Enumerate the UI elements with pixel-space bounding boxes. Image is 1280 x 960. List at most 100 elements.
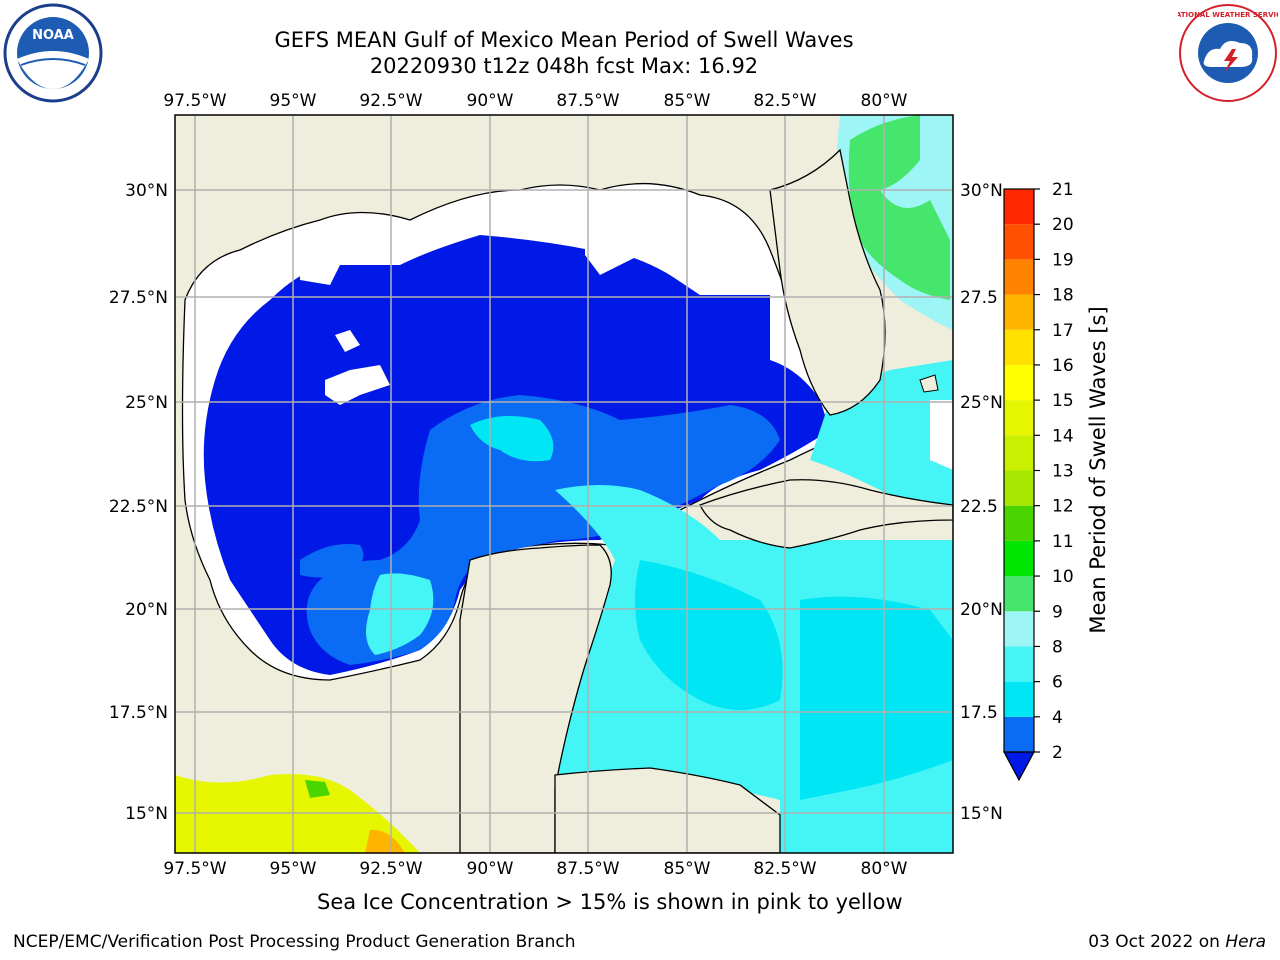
atlantic-green-9-10s bbox=[848, 115, 950, 300]
footer-host: Hera bbox=[1225, 932, 1266, 952]
colorbar-segment bbox=[1004, 716, 1034, 752]
caribbean-cyan-patch bbox=[635, 560, 783, 710]
bahamas-land bbox=[919, 374, 939, 393]
no-data-patch-3 bbox=[585, 220, 770, 295]
lon-tick-top: 80°W bbox=[861, 91, 908, 111]
colorbar-tick-label: 16 bbox=[1052, 356, 1074, 376]
caribbean-cyan-patch-2 bbox=[800, 596, 953, 800]
lon-tick-bottom: 97.5°W bbox=[163, 859, 226, 879]
colorbar-tick-label: 13 bbox=[1052, 462, 1074, 482]
colorbar-extend-arrow bbox=[1002, 751, 1036, 782]
colorbar-tick-label: 11 bbox=[1052, 532, 1074, 552]
map-area bbox=[175, 115, 953, 853]
colorbar-tick-label: 15 bbox=[1052, 391, 1074, 411]
lon-ticks-bottom: 97.5°W 95°W 92.5°W 90°W 87.5°W 85°W 82.5°W 80°W bbox=[163, 859, 907, 879]
footer-credit: NCEP/EMC/Verification Post Processing Pr… bbox=[13, 932, 576, 952]
lat-tick-right: 17.5 bbox=[960, 703, 998, 723]
colorbar-tick-label: 6 bbox=[1052, 673, 1063, 693]
lat-ticks-left: 30°N 27.5°N 25°N 22.5°N 20°N 17.5°N 15°N bbox=[109, 181, 168, 824]
colorbar-segment bbox=[1004, 364, 1034, 401]
colorbar-segment bbox=[1004, 540, 1034, 577]
central-america-land bbox=[554, 767, 781, 853]
swell-period-2-4s-west bbox=[300, 544, 364, 578]
footer-date-text: 03 Oct 2022 on bbox=[1088, 932, 1226, 952]
lon-tick-bottom: 95°W bbox=[270, 859, 317, 879]
bahamas-white bbox=[930, 400, 953, 470]
colorbar-segment bbox=[1004, 646, 1034, 682]
lat-tick-right: 22.5 bbox=[960, 497, 998, 517]
footer-date: 03 Oct 2022 on Hera bbox=[1088, 932, 1266, 952]
lon-tick-top: 97.5°W bbox=[163, 91, 226, 111]
swell-period-4-6s-central bbox=[470, 416, 554, 462]
colorbar-segment bbox=[1004, 681, 1034, 717]
colorbar-tick-label: 12 bbox=[1052, 497, 1074, 517]
lat-tick-left: 17.5°N bbox=[109, 703, 168, 723]
colorbar-segment bbox=[1004, 505, 1034, 541]
lon-tick-top: 85°W bbox=[664, 91, 711, 111]
sea-ice-caption: Sea Ice Concentration > 15% is shown in … bbox=[317, 890, 903, 914]
lon-tick-top: 87.5°W bbox=[556, 91, 619, 111]
colorbar-tick-label: 10 bbox=[1052, 567, 1074, 587]
lon-tick-top: 82.5°W bbox=[753, 91, 816, 111]
lon-tick-bottom: 82.5°W bbox=[753, 859, 816, 879]
lat-tick-left: 27.5°N bbox=[109, 288, 168, 308]
pacific-orange-patch bbox=[365, 829, 405, 853]
colorbar-segment bbox=[1004, 400, 1034, 436]
nws-logo-text: NATIONAL WEATHER SERVICE bbox=[1178, 11, 1278, 19]
lat-tick-left: 30°N bbox=[125, 181, 168, 201]
no-data-patch-1 bbox=[325, 365, 390, 405]
map-frame bbox=[174, 114, 954, 854]
map-gridlines bbox=[175, 115, 953, 853]
lat-tick-right: 30°N bbox=[960, 181, 1003, 201]
lon-tick-top: 90°W bbox=[467, 91, 514, 111]
noaa-logo: NOAA bbox=[3, 3, 103, 103]
noaa-logo-text: NOAA bbox=[32, 28, 74, 43]
colorbar-tick-label: 2 bbox=[1052, 743, 1063, 763]
swell-period-4-6s-bay bbox=[366, 573, 434, 655]
lon-ticks-top: 97.5°W 95°W 92.5°W 90°W 87.5°W 85°W 82.5°W 80°W bbox=[163, 91, 907, 111]
no-data-patch-4 bbox=[300, 260, 340, 285]
cuba-land bbox=[699, 479, 953, 549]
lon-tick-bottom: 90°W bbox=[467, 859, 514, 879]
colorbar-tick-label: 4 bbox=[1052, 708, 1063, 728]
lat-ticks-right: 30°N 27.5 25°N 22.5 20°N 17.5 15°N bbox=[960, 181, 1003, 824]
lat-tick-right: 25°N bbox=[960, 393, 1003, 413]
colorbar: 2 4 6 8 9 10 11 12 13 14 15 16 17 18 19 20 21 bbox=[1002, 180, 1074, 782]
florida-land bbox=[769, 148, 886, 416]
colorbar-tick-label: 20 bbox=[1052, 215, 1074, 235]
lat-tick-right: 15°N bbox=[960, 804, 1003, 824]
colorbar-tick-label: 8 bbox=[1052, 637, 1063, 657]
lon-tick-top: 92.5°W bbox=[359, 91, 422, 111]
no-data-patch-2 bbox=[335, 330, 360, 352]
colorbar-segment bbox=[1004, 329, 1034, 365]
lat-tick-left: 22.5°N bbox=[109, 497, 168, 517]
colorbar-label: Mean Period of Swell Waves [s] bbox=[1086, 306, 1110, 633]
lon-tick-bottom: 85°W bbox=[664, 859, 711, 879]
lat-tick-left: 20°N bbox=[125, 600, 168, 620]
colorbar-tick-label: 9 bbox=[1052, 602, 1063, 622]
colorbar-tick-label: 18 bbox=[1052, 286, 1074, 306]
colorbar-tick-label: 17 bbox=[1052, 321, 1074, 341]
colorbar-tick-label: 21 bbox=[1052, 180, 1074, 200]
lat-tick-right: 20°N bbox=[960, 600, 1003, 620]
colorbar-tick-label: 19 bbox=[1052, 250, 1074, 270]
chart-title: GEFS MEAN Gulf of Mexico Mean Period of … bbox=[274, 28, 854, 52]
nws-logo: NATIONAL WEATHER SERVICE bbox=[1178, 4, 1278, 102]
lon-tick-bottom: 80°W bbox=[861, 859, 908, 879]
lat-tick-left: 25°N bbox=[125, 393, 168, 413]
pacific-green-patch bbox=[305, 780, 330, 798]
lon-tick-bottom: 87.5°W bbox=[556, 859, 619, 879]
colorbar-segment bbox=[1004, 224, 1034, 260]
colorbar-segment bbox=[1004, 189, 1034, 225]
colorbar-segment bbox=[1004, 611, 1034, 647]
lat-tick-right: 27.5 bbox=[960, 288, 998, 308]
lon-tick-top: 95°W bbox=[270, 91, 317, 111]
lat-tick-left: 15°N bbox=[125, 804, 168, 824]
lon-tick-bottom: 92.5°W bbox=[359, 859, 422, 879]
colorbar-segment bbox=[1004, 470, 1034, 506]
colorbar-segment bbox=[1004, 294, 1034, 330]
colorbar-segment bbox=[1004, 259, 1034, 295]
colorbar-segment bbox=[1004, 435, 1034, 471]
colorbar-segment bbox=[1004, 576, 1034, 612]
